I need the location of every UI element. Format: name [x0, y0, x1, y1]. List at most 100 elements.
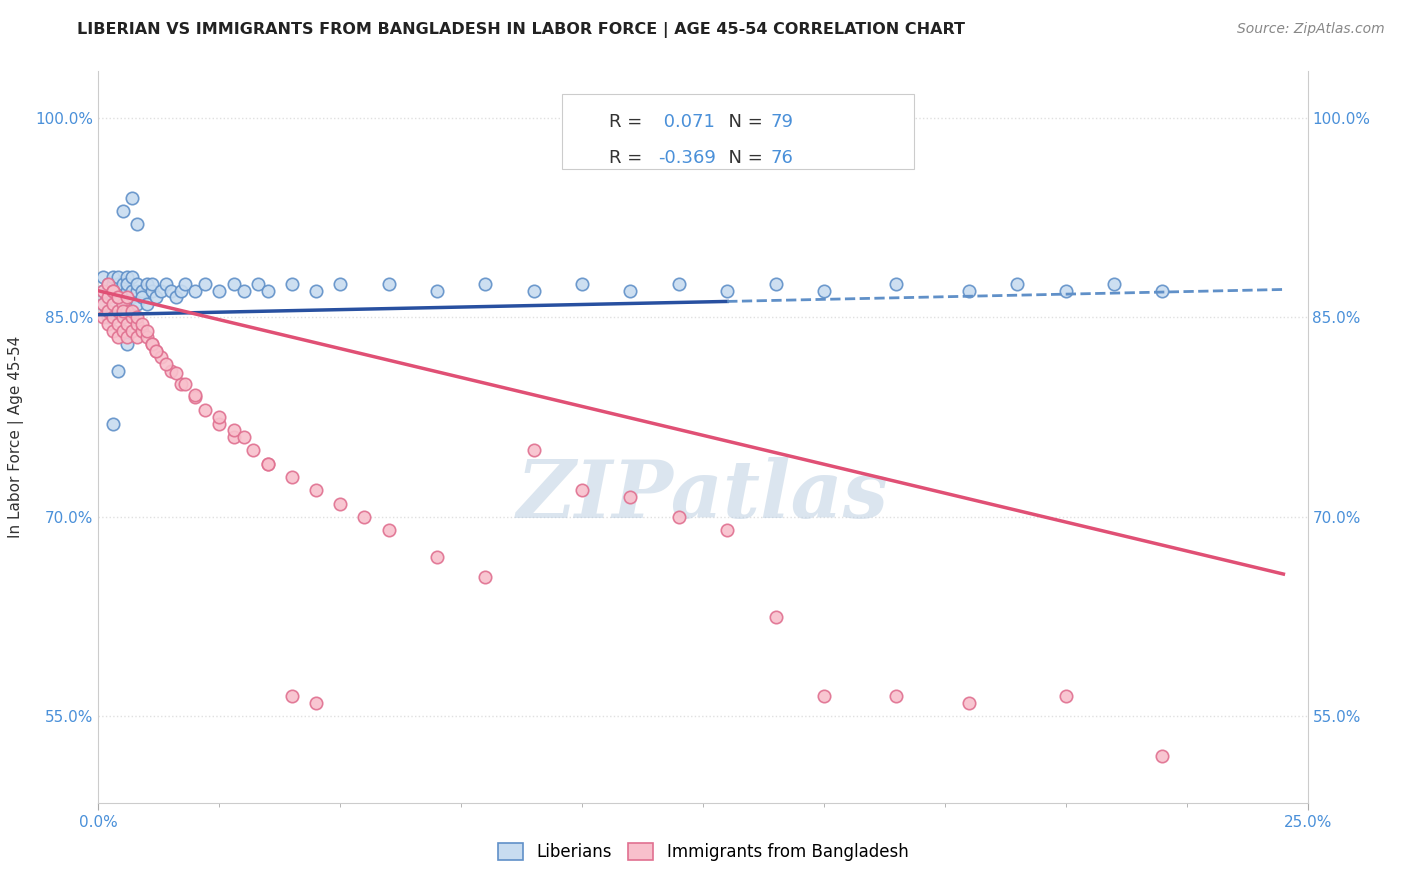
Text: 76: 76 — [770, 149, 793, 167]
Point — [141, 277, 163, 292]
Point — [222, 424, 245, 438]
Point — [121, 270, 143, 285]
Point — [97, 310, 120, 325]
Point — [107, 290, 129, 304]
Point — [107, 277, 129, 292]
Point — [571, 483, 593, 498]
Point — [117, 303, 139, 318]
Point — [353, 509, 375, 524]
Point — [232, 430, 254, 444]
Point — [1054, 284, 1077, 298]
Point — [101, 297, 124, 311]
Point — [131, 317, 153, 331]
Point — [111, 277, 134, 292]
Point — [377, 523, 399, 537]
Point — [377, 277, 399, 292]
Point — [117, 277, 139, 292]
Point — [184, 284, 207, 298]
Point — [1007, 277, 1029, 292]
Point — [194, 277, 217, 292]
Point — [668, 277, 690, 292]
Legend: Liberians, Immigrants from Bangladesh: Liberians, Immigrants from Bangladesh — [491, 836, 915, 868]
Point — [619, 284, 641, 298]
Point — [305, 284, 328, 298]
Point — [97, 303, 120, 318]
Text: N =: N = — [717, 113, 769, 131]
Point — [957, 284, 980, 298]
Y-axis label: In Labor Force | Age 45-54: In Labor Force | Age 45-54 — [8, 336, 24, 538]
Point — [131, 290, 153, 304]
Point — [91, 297, 114, 311]
Point — [127, 277, 149, 292]
Point — [97, 317, 120, 331]
Text: N =: N = — [717, 149, 769, 167]
Point — [111, 297, 134, 311]
Point — [127, 330, 149, 344]
Point — [117, 330, 139, 344]
Point — [194, 403, 217, 417]
Point — [97, 277, 120, 292]
Point — [121, 290, 143, 304]
Point — [101, 324, 124, 338]
Point — [668, 509, 690, 524]
Point — [145, 290, 167, 304]
Point — [107, 317, 129, 331]
Point — [523, 284, 546, 298]
Point — [160, 284, 183, 298]
Point — [765, 277, 787, 292]
Point — [101, 284, 124, 298]
Point — [247, 277, 270, 292]
Point — [97, 284, 120, 298]
Text: 79: 79 — [770, 113, 793, 131]
Point — [957, 696, 980, 710]
Point — [716, 284, 738, 298]
Point — [111, 204, 134, 219]
Point — [474, 277, 496, 292]
Text: -0.369: -0.369 — [658, 149, 716, 167]
Point — [1054, 690, 1077, 704]
Point — [111, 303, 134, 318]
Point — [886, 277, 908, 292]
Point — [222, 277, 245, 292]
Point — [208, 417, 231, 431]
Point — [111, 303, 134, 318]
Point — [1152, 749, 1174, 764]
Point — [127, 317, 149, 331]
Point — [107, 290, 129, 304]
Point — [117, 270, 139, 285]
Point — [117, 297, 139, 311]
Point — [107, 290, 129, 304]
Point — [256, 284, 278, 298]
Point — [91, 284, 114, 298]
Point — [256, 457, 278, 471]
Point — [160, 363, 183, 377]
Point — [121, 303, 143, 318]
Point — [571, 277, 593, 292]
Point — [97, 303, 120, 318]
Point — [121, 284, 143, 298]
Point — [155, 277, 177, 292]
Point — [135, 277, 157, 292]
Point — [127, 217, 149, 231]
Point — [101, 297, 124, 311]
Point — [813, 690, 835, 704]
Point — [117, 337, 139, 351]
Point — [111, 284, 134, 298]
Point — [145, 343, 167, 358]
Point — [426, 284, 449, 298]
Point — [131, 324, 153, 338]
Point — [107, 284, 129, 298]
Point — [97, 290, 120, 304]
Point — [121, 191, 143, 205]
Point — [91, 284, 114, 298]
Point — [426, 549, 449, 564]
Point — [127, 310, 149, 325]
Point — [1102, 277, 1125, 292]
Point — [281, 690, 304, 704]
Point — [91, 297, 114, 311]
Point — [208, 284, 231, 298]
Point — [305, 483, 328, 498]
Point — [101, 303, 124, 318]
Point — [135, 297, 157, 311]
Point — [222, 430, 245, 444]
